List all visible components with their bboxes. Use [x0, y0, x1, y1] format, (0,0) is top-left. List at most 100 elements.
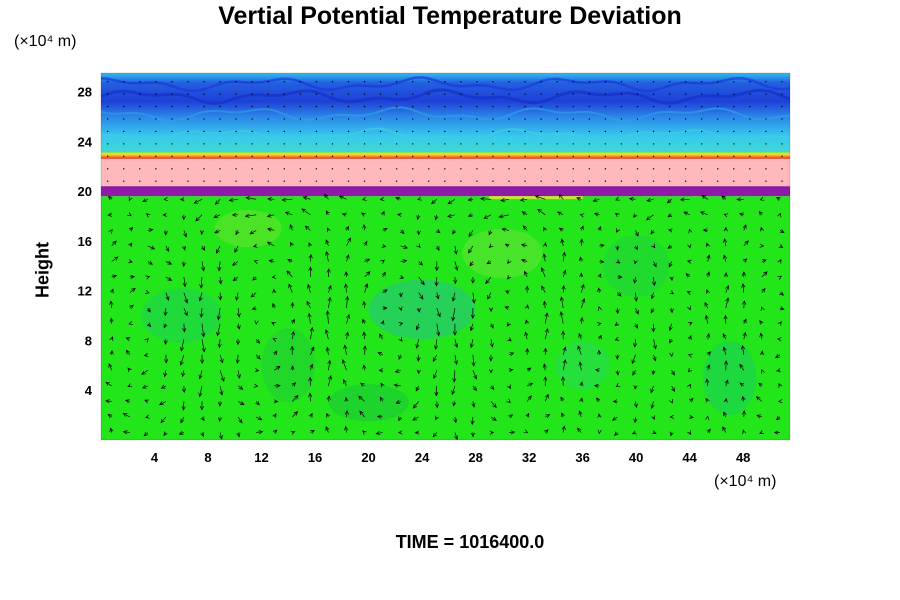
- wind-vector: [562, 251, 567, 262]
- wind-vector: [415, 339, 420, 349]
- wind-vector: [645, 214, 654, 221]
- wind-vector: [236, 370, 241, 379]
- upper-vector-dot: [508, 105, 510, 108]
- wind-vector: [614, 321, 620, 327]
- wind-vector: [485, 276, 492, 285]
- upper-vector-dot: [636, 143, 639, 145]
- wind-vector: [507, 384, 512, 390]
- wind-vector: [122, 430, 130, 435]
- wind-vector: [163, 370, 168, 378]
- upper-vector-dot: [428, 118, 430, 120]
- wind-vector: [434, 276, 439, 287]
- upper-vector-dot: [187, 143, 189, 145]
- wind-vector: [632, 276, 638, 284]
- upper-vector-dot: [492, 180, 494, 182]
- wind-vector: [490, 401, 497, 409]
- upper-vector-dot: [299, 118, 302, 120]
- wind-vector: [559, 296, 564, 309]
- wind-vector: [650, 401, 655, 410]
- upper-vector-dot: [652, 168, 655, 170]
- wind-vector: [435, 245, 440, 252]
- wind-vector: [576, 427, 582, 433]
- x-tick-label: 40: [629, 450, 643, 465]
- wind-vector: [525, 412, 530, 418]
- wind-vector: [145, 213, 151, 218]
- wind-vector: [235, 292, 240, 302]
- wind-vector: [271, 322, 276, 326]
- wind-vector: [129, 304, 134, 309]
- wind-vector: [436, 323, 441, 337]
- wind-vector: [158, 401, 167, 406]
- wind-vector: [127, 367, 132, 372]
- upper-vector-dot: [781, 168, 783, 170]
- upper-vector-dot: [620, 105, 623, 108]
- upper-vector-dot: [187, 93, 189, 95]
- upper-wave-1: [101, 76, 790, 93]
- upper-vector-dot: [620, 81, 623, 83]
- wind-vector: [109, 317, 114, 324]
- upper-vector-dot: [460, 81, 462, 83]
- upper-vector-dot: [701, 105, 703, 108]
- upper-vector-dot: [652, 143, 655, 145]
- time-label: TIME = 1016400.0: [395, 532, 545, 552]
- upper-vector-dot: [428, 93, 430, 95]
- upper-vector-dot: [460, 143, 462, 145]
- x-tick-label: 4: [151, 450, 159, 465]
- wind-vector: [723, 272, 728, 278]
- wind-vector: [611, 416, 618, 421]
- field-blob-3: [462, 228, 543, 279]
- wind-vector: [525, 304, 530, 310]
- wind-vector: [688, 228, 693, 234]
- upper-vector-dot: [636, 180, 639, 182]
- upper-vector-dot: [428, 180, 430, 182]
- wind-vector: [291, 318, 295, 324]
- wind-vector: [252, 276, 257, 281]
- upper-vector-dot: [235, 81, 237, 83]
- upper-vector-dot: [701, 130, 703, 133]
- wind-vector: [143, 431, 149, 437]
- upper-vector-dot: [412, 93, 414, 95]
- x-tick-label: 20: [361, 450, 375, 465]
- wind-vector: [594, 368, 600, 373]
- wind-vector: [504, 243, 510, 248]
- upper-vector-dot: [540, 155, 542, 158]
- upper-vector-dot: [701, 155, 703, 158]
- wind-vector: [650, 229, 655, 235]
- wind-vector: [739, 382, 745, 387]
- wind-vector: [181, 214, 186, 221]
- upper-vector-dot: [203, 130, 205, 133]
- wind-vector: [219, 354, 224, 364]
- wind-vector: [777, 321, 782, 326]
- upper-vector-dot: [363, 143, 366, 145]
- wind-vector: [687, 305, 691, 311]
- upper-vector-dot: [604, 168, 607, 170]
- upper-vector-dot: [781, 180, 783, 182]
- wind-vector: [761, 259, 767, 264]
- x-tick-label: 16: [308, 450, 322, 465]
- wind-vectors: [105, 81, 785, 440]
- wind-vector: [325, 346, 330, 355]
- wind-vector: [470, 308, 475, 320]
- upper-vector-dot: [588, 143, 591, 145]
- field-blob-7: [214, 209, 282, 248]
- wind-vector: [359, 410, 365, 418]
- wind-vector: [650, 292, 655, 300]
- wind-vector: [469, 261, 474, 267]
- upper-vector-dot: [139, 180, 141, 182]
- wind-vector: [273, 399, 279, 404]
- upper-vector-dot: [315, 81, 318, 83]
- wind-vector: [198, 370, 203, 380]
- upper-vector-dot: [106, 168, 109, 170]
- upper-vector-dot: [428, 168, 430, 170]
- wind-vector: [544, 312, 549, 324]
- upper-vector-dot: [251, 143, 253, 145]
- wind-vector: [416, 354, 421, 362]
- wind-vector: [143, 352, 149, 357]
- upper-vector-dot: [684, 143, 687, 145]
- wind-vector: [144, 289, 150, 294]
- upper-vector-dot: [283, 81, 285, 83]
- wind-vector: [398, 354, 403, 360]
- wind-vector: [759, 350, 764, 356]
- wind-vector: [245, 196, 257, 201]
- upper-vector-dot: [508, 155, 510, 158]
